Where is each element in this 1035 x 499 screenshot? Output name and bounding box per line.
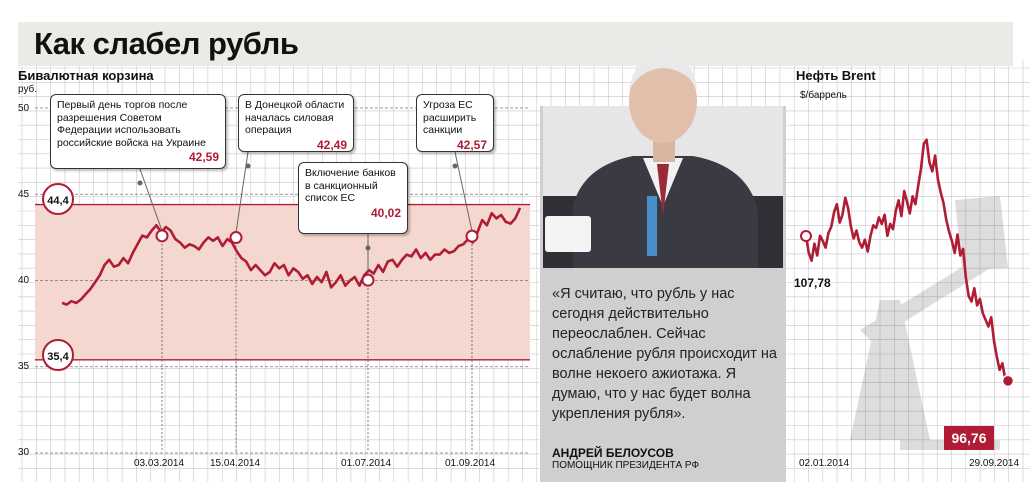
event-point (229, 231, 243, 245)
callout-text: В Донецкой области началась силовая опер… (245, 99, 345, 136)
callout-eu-threat: Угроза ЕС расширить санкции 42,57 (416, 94, 494, 152)
basket-unit: руб. (18, 84, 38, 95)
event-point (155, 229, 169, 243)
x-tick-date-3: 01.07.2014 (341, 458, 392, 469)
brent-start-point (800, 230, 812, 243)
callout-value: 40,02 (370, 205, 401, 220)
callout-leader (139, 168, 163, 231)
x-tick-date-4: 01.09.2014 (445, 458, 496, 469)
basket-series-line (61, 207, 522, 306)
brent-unit: $/баррель (800, 90, 847, 101)
y-tick-35: 35 (18, 361, 30, 372)
band-area (35, 204, 530, 360)
brent-end-value: 96,76 (944, 426, 994, 450)
band-lower-label: 35,4 (42, 339, 74, 371)
band-upper-label: 44,4 (42, 183, 74, 215)
brent-end-date: 29.09.2014 (969, 458, 1020, 469)
callout-bank-sanctions: Включение банков в санкционный список ЕС… (298, 162, 408, 234)
callout-value: 42,49 (316, 137, 347, 152)
y-tick-40: 40 (18, 275, 30, 286)
callout-leader (454, 151, 473, 232)
quote-author-role: ПОМОЩНИК ПРЕЗИДЕНТА РФ (552, 460, 700, 471)
brent-start-value: 107,78 (794, 276, 831, 290)
y-tick-50: 50 (18, 103, 30, 114)
brent-end-point (1001, 374, 1015, 388)
callout-soviet-federation: Первый день торгов после разрешения Сове… (50, 94, 226, 169)
x-tick-date-1: 03.03.2014 (134, 458, 185, 469)
callout-text: Включение банков в санкционный список ЕС (305, 167, 396, 204)
y-tick-45: 45 (18, 189, 30, 200)
callout-donetsk: В Донецкой области началась силовая опер… (238, 94, 354, 152)
callout-leader-dot (365, 245, 371, 251)
brent-start-date: 02.01.2014 (799, 458, 850, 469)
brent-series-line (804, 138, 1009, 382)
pump-shape (850, 196, 1008, 450)
callout-text: Угроза ЕС расширить санкции (423, 99, 477, 136)
portrait-photo (543, 46, 783, 268)
callout-text: Первый день торгов после разрешения Сове… (57, 99, 206, 149)
callout-leader-dot (245, 163, 251, 169)
basket-label: Бивалютная корзина (18, 68, 154, 83)
page-title: Как слабел рубль (34, 26, 299, 61)
quote-author: АНДРЕЙ БЕЛОУСОВ (552, 446, 674, 460)
y-tick-30: 30 (18, 447, 30, 458)
brent-label: Нефть Brent (796, 68, 876, 83)
event-point (361, 273, 375, 287)
title-bar (18, 22, 1013, 66)
x-tick-date-2: 15.04.2014 (210, 458, 261, 469)
callout-value: 42,59 (188, 150, 219, 164)
callout-leader-dot (452, 163, 458, 169)
quote-text: «Я считаю, что рубль у нас сегодня дейст… (552, 286, 777, 422)
callout-value: 42,57 (456, 137, 487, 152)
event-point (465, 229, 479, 243)
oil-pump-silhouette (850, 196, 1008, 450)
callout-leader-dot (137, 180, 143, 186)
